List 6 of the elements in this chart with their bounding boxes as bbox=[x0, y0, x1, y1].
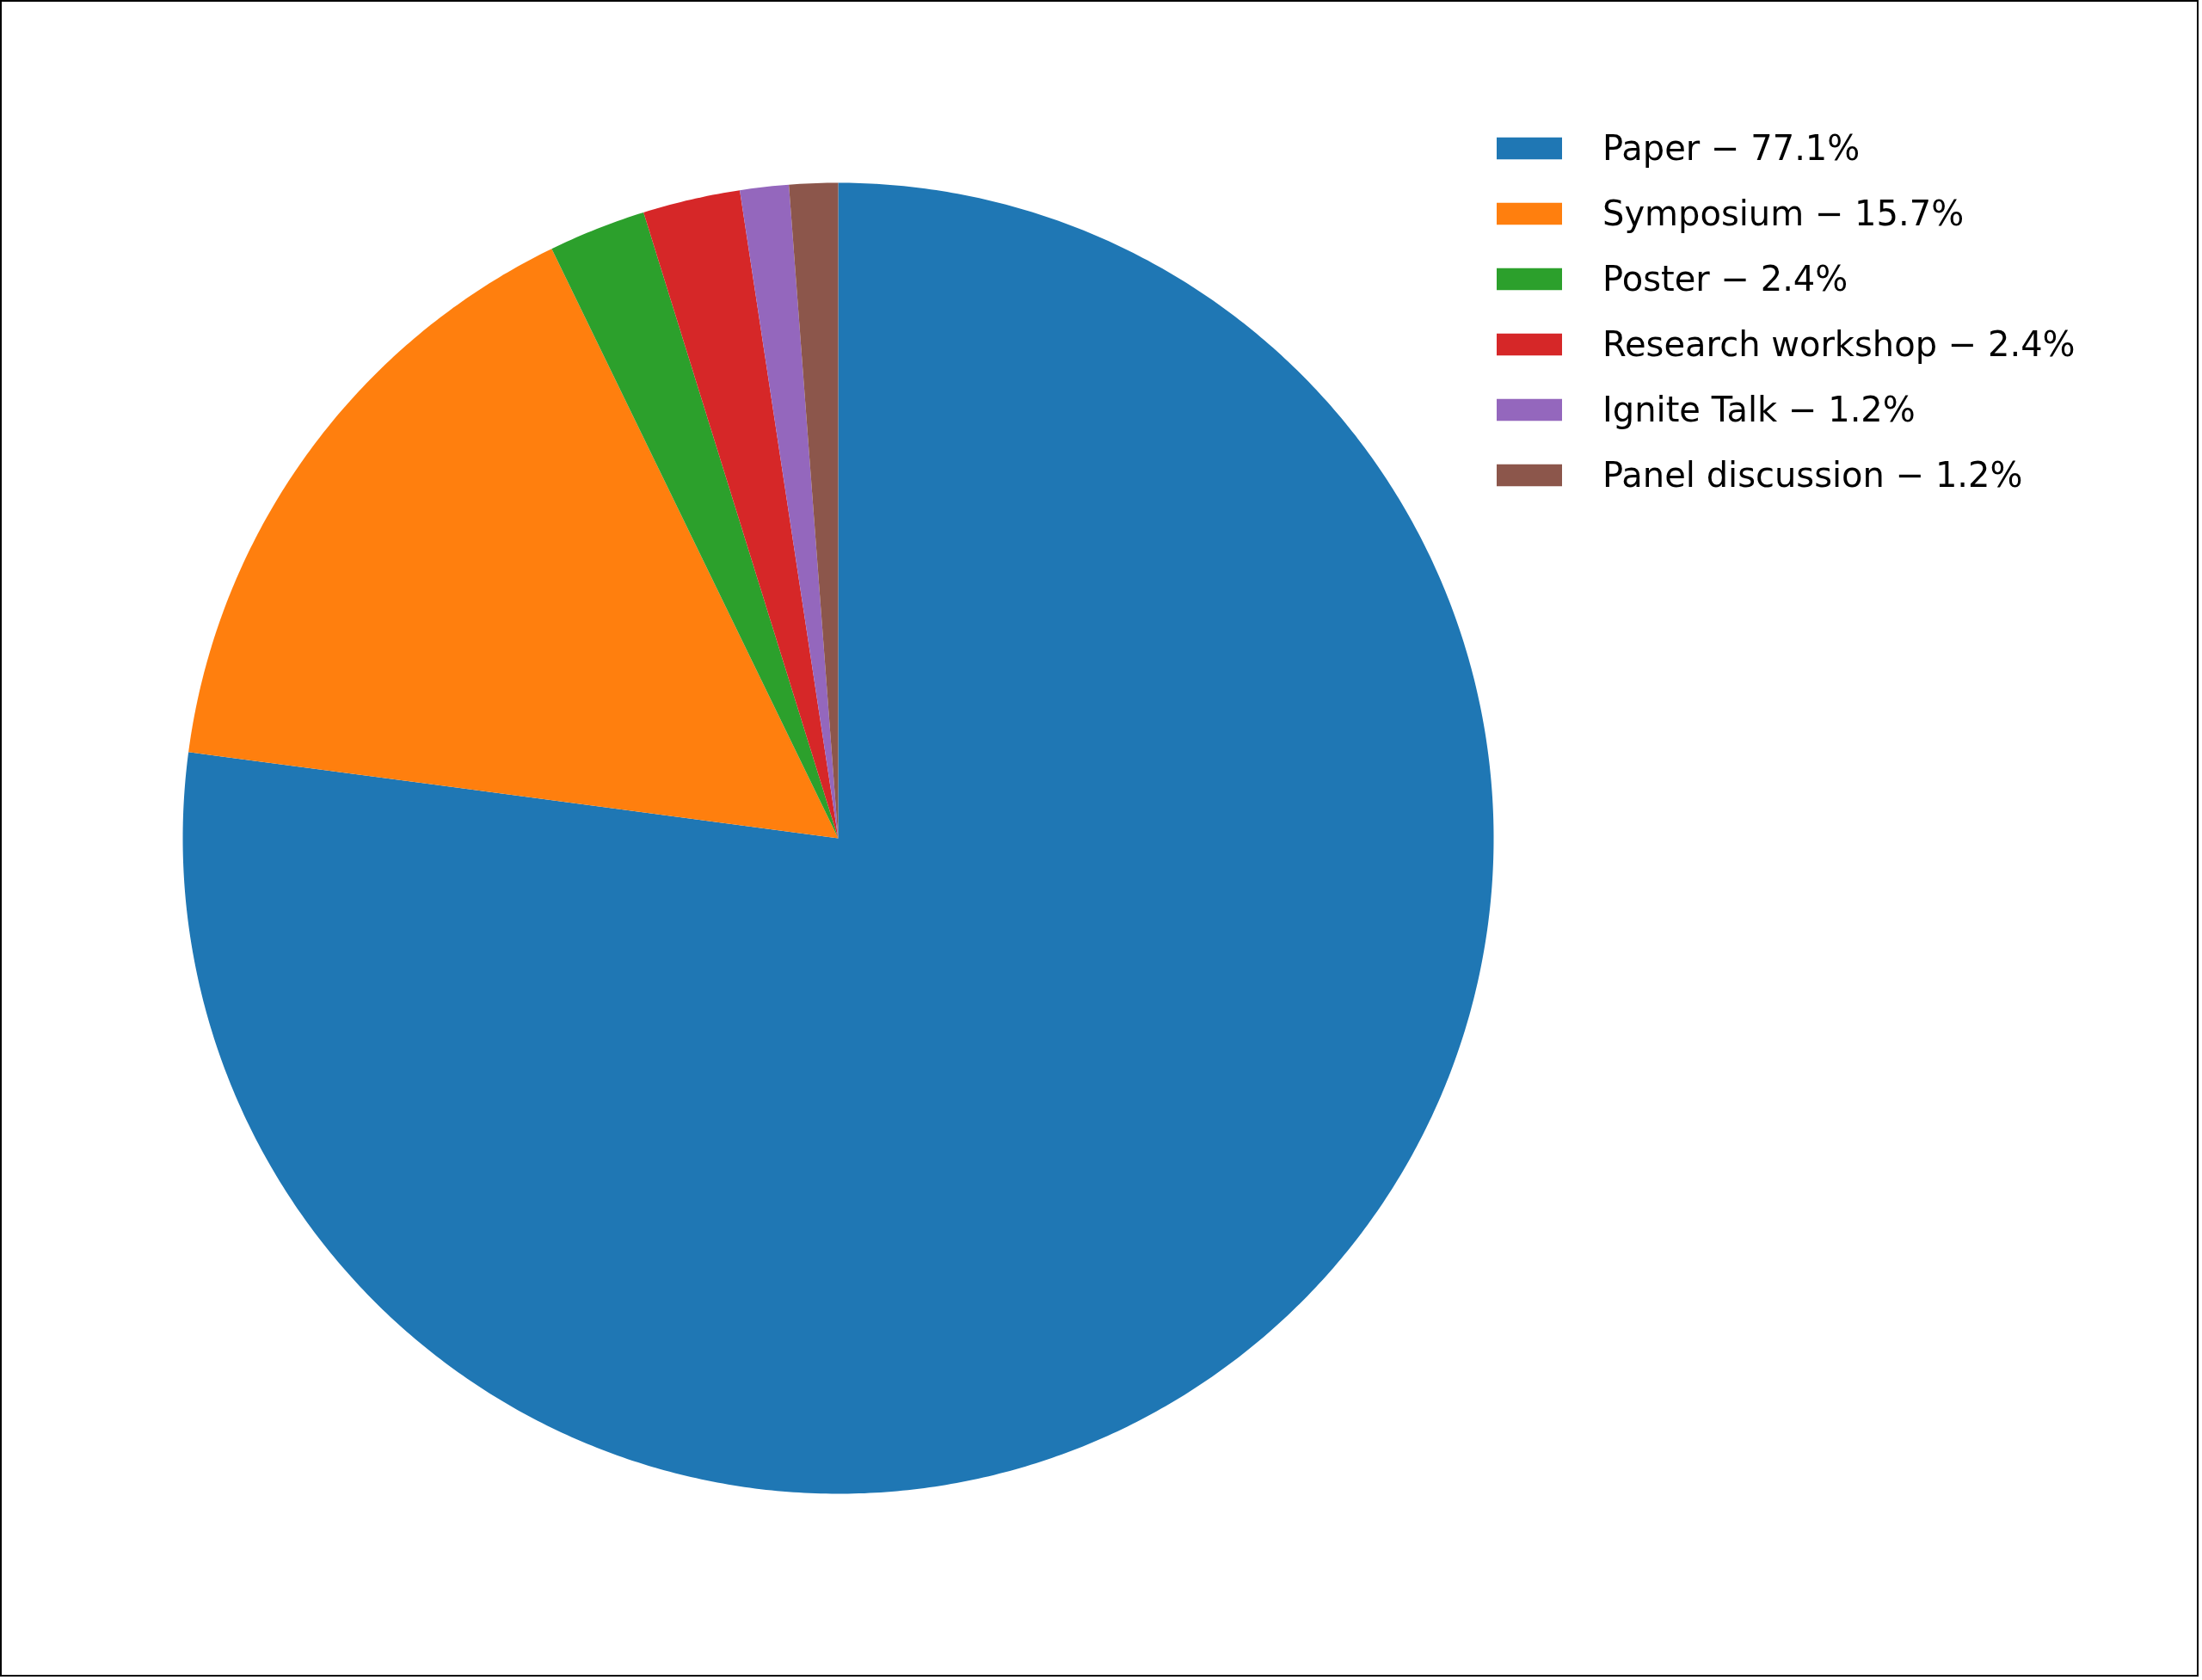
legend-label: Symposium − 15.7% bbox=[1602, 194, 1965, 233]
legend-label: Ignite Talk − 1.2% bbox=[1602, 390, 1916, 429]
legend-label: Panel discussion − 1.2% bbox=[1602, 455, 2023, 495]
legend-label: Research workshop − 2.4% bbox=[1602, 324, 2076, 364]
legend-label: Poster − 2.4% bbox=[1602, 259, 1848, 298]
legend-label: Paper − 77.1% bbox=[1602, 128, 1861, 168]
